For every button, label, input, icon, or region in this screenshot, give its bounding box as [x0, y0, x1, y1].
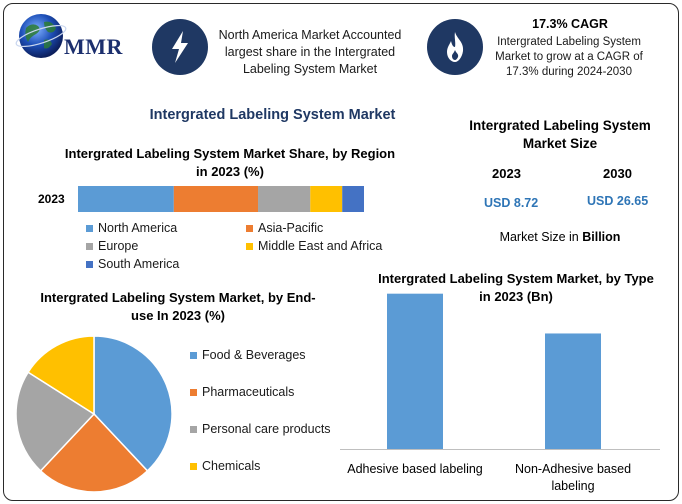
size-value-2030: USD 26.65: [587, 194, 649, 208]
globe-logo-icon: [15, 14, 67, 58]
type-x-label-adhesive: Adhesive based labeling: [347, 462, 483, 476]
legend-label: Middle East and Africa: [258, 239, 383, 253]
pie-slice-food-beverages: [93, 335, 173, 472]
pie-slice-pharmaceuticals: [39, 412, 149, 493]
callout-badge-left: [152, 19, 208, 75]
legend-swatch: [190, 351, 197, 359]
region-legend-item-north-america: North America: [86, 221, 177, 235]
legend-swatch: [86, 242, 93, 250]
size-value-2023: USD 8.72: [484, 196, 539, 210]
region-chart-title: Intergrated Labeling System Market Share…: [64, 146, 396, 179]
logo-text: MMR: [64, 34, 123, 59]
region-bar-segment-asia-pacific: [173, 186, 259, 212]
type-bar-chart: [340, 293, 660, 450]
legend-swatch: [190, 425, 197, 433]
legend-label: Europe: [98, 239, 139, 253]
size-year-2030: 2030: [603, 166, 632, 181]
type-chart-title: Intergrated Labeling System Market, by T…: [378, 271, 654, 304]
enduse-legend: Food & Beverages Pharmaceuticals Personal …: [190, 348, 350, 480]
region-bar-segment-middle-east-and-africa: [310, 186, 343, 212]
lightning-icon: [172, 31, 188, 63]
legend-swatch: [86, 224, 93, 232]
market-size-note-unit: Billion: [582, 230, 621, 244]
type-bar-adhesive-based-labeling: [387, 293, 443, 450]
region-legend-item-asia-pacific: Asia-Pacific: [246, 221, 323, 235]
cagr-title: 17.3% CAGR: [532, 17, 608, 31]
legend-label: North America: [98, 221, 178, 235]
callout-badge-right: [427, 19, 483, 75]
pie-slice-chemicals: [27, 335, 95, 416]
region-legend: North America Asia-Pacific Europe Middle Ea…: [86, 221, 406, 277]
market-size-note-prefix: Market Size in: [499, 230, 583, 244]
enduse-legend-item-chemicals: Chemicals: [190, 459, 260, 473]
legend-swatch: [190, 388, 197, 396]
legend-label: Pharmaceuticals: [202, 385, 295, 399]
region-bar-category-label: 2023: [38, 192, 65, 206]
infographic-frame: [3, 3, 679, 501]
legend-swatch: [190, 462, 197, 470]
flame-icon: [447, 32, 464, 62]
enduse-legend-item-food-beverages: Food & Beverages: [190, 348, 306, 362]
enduse-pie-chart: [15, 335, 173, 493]
enduse-chart-title: Intergrated Labeling System Market, by E…: [40, 290, 316, 323]
size-year-2023: 2023: [492, 166, 521, 181]
legend-swatch: [246, 242, 253, 250]
cagr-text: Intergrated Labeling System Market to gr…: [495, 36, 643, 78]
region-legend-item-europe: Europe: [86, 239, 138, 253]
enduse-legend-item-personal-care-products: Personal care products: [190, 422, 331, 436]
region-bar-segment-north-america: [78, 186, 174, 212]
region-legend-item-south-america: South America: [86, 257, 179, 271]
legend-label: Food & Beverages: [202, 348, 306, 362]
main-title: Intergrated Labeling System Market: [149, 107, 396, 123]
legend-label: Chemicals: [202, 459, 261, 473]
legend-label: South America: [98, 257, 180, 271]
market-size-note: Market Size in Billion: [470, 230, 650, 244]
region-stacked-bar: [78, 186, 364, 212]
enduse-legend-item-pharmaceuticals: Pharmaceuticals: [190, 385, 294, 399]
region-bar-segment-europe: [258, 186, 311, 212]
callout-left-text: North America Market Accounted largest s…: [218, 28, 402, 76]
legend-label: Asia-Pacific: [258, 221, 324, 235]
region-bar-segment-south-america: [342, 186, 364, 212]
type-x-label-non-adhesive: Non-Adhesive based labeling: [514, 462, 632, 493]
legend-swatch: [86, 260, 93, 268]
legend-label: Personal care products: [202, 422, 331, 436]
region-legend-item-middle-east-and-africa: Middle East and Africa: [246, 239, 382, 253]
legend-swatch: [246, 224, 253, 232]
type-bar-non-adhesive-based-labeling: [545, 333, 601, 450]
pie-slice-personal-care-products: [15, 371, 96, 472]
market-size-title: Intergrated Labeling System Market Size: [469, 118, 651, 151]
